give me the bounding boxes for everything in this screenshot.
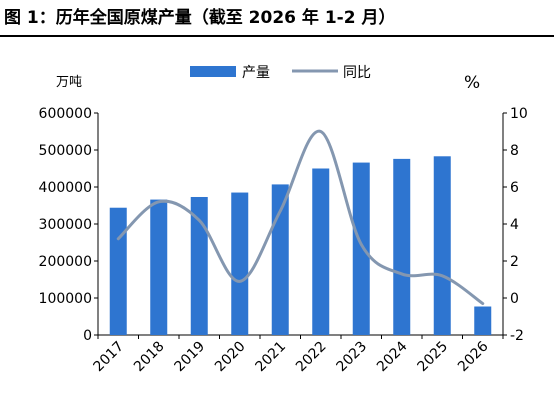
- x-tick-label: 2022: [293, 339, 330, 376]
- x-tick-label: 2024: [374, 338, 411, 375]
- y-left-tick-label: 600000: [39, 106, 92, 122]
- y-right-tick-label: -2: [510, 328, 524, 344]
- y-right-tick-label: 8: [510, 143, 519, 159]
- x-tick-label: 2017: [91, 339, 128, 376]
- bar-2021: [271, 184, 289, 335]
- x-tick-label: 2025: [415, 339, 452, 376]
- x-tick-label: 2020: [212, 339, 249, 376]
- bar-2022: [312, 168, 330, 335]
- chart-title: 图 1：历年全国原煤产量（截至 2026 年 1-2 月）: [4, 8, 396, 28]
- bar-2023: [352, 162, 370, 335]
- yoy-line-path: [116, 129, 485, 306]
- y-left-unit-label: 万吨: [56, 75, 82, 90]
- legend-label-output: 产量: [242, 65, 270, 81]
- line-series-yoy: [116, 129, 485, 306]
- legend: 产量 同比: [190, 65, 371, 81]
- bar-2025: [433, 156, 451, 335]
- bar-2018: [150, 199, 168, 335]
- bar-2019: [190, 196, 208, 335]
- bar-2017: [109, 207, 127, 335]
- x-tick-label: 2026: [455, 338, 492, 375]
- bar-2020: [231, 192, 249, 335]
- x-tick-label: 2021: [253, 339, 290, 376]
- legend-label-yoy: 同比: [343, 65, 371, 81]
- y-right-unit-label: %: [464, 73, 480, 93]
- y-right-tick-label: 6: [510, 180, 519, 196]
- y-left-tick-label: 200000: [39, 254, 92, 270]
- x-tick-label: 2018: [131, 339, 168, 376]
- bar-2024: [393, 158, 411, 335]
- y-left-tick-label: 0: [83, 328, 92, 344]
- bar-series-output: [109, 156, 492, 335]
- y-right-tick-label: 0: [510, 291, 519, 307]
- y-left-tick-label: 100000: [39, 291, 92, 307]
- y-right-tick-label: 4: [510, 217, 519, 233]
- y-left-tick-label: 300000: [39, 217, 92, 233]
- title-underline: [0, 35, 554, 37]
- bar-2026: [474, 306, 492, 335]
- x-tick-label: 2023: [334, 339, 371, 376]
- y-right-tick-label: 2: [510, 254, 519, 270]
- legend-swatch-output: [190, 66, 236, 77]
- y-left-tick-label: 400000: [39, 180, 92, 196]
- x-tick-label: 2019: [172, 339, 209, 376]
- y-left-tick-label: 500000: [39, 143, 92, 159]
- y-right-tick-label: 10: [510, 106, 528, 122]
